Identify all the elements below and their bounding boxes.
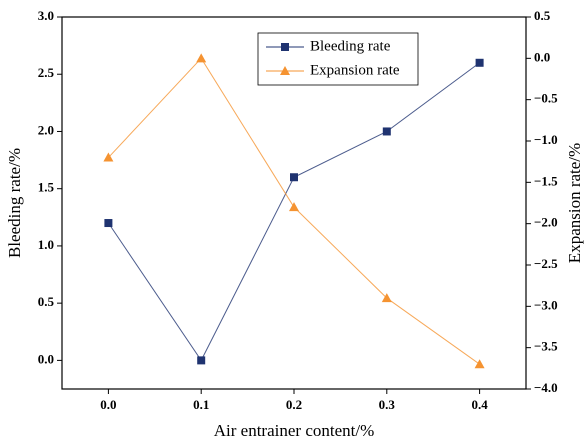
marker	[197, 356, 206, 365]
y2-tick-label: −1.5	[534, 173, 558, 188]
x-tick-label: 0.4	[471, 397, 488, 412]
marker	[289, 202, 299, 212]
y2-tick-label: −3.0	[534, 297, 558, 312]
y-tick-label: 0.0	[38, 351, 54, 366]
y-tick-label: 2.0	[38, 122, 54, 137]
marker	[381, 293, 392, 303]
x-axis-title: Air entrainer content/%	[214, 421, 375, 440]
legend-box	[257, 32, 419, 86]
y2-tick-label: −4.0	[534, 380, 558, 395]
marker	[474, 359, 485, 369]
series-line	[107, 62, 480, 362]
y-tick-label: 0.5	[38, 294, 55, 309]
legend-label: Expansion rate	[310, 62, 400, 78]
marker	[475, 58, 484, 67]
y-tick-label: 1.0	[38, 237, 54, 252]
x-tick-label: 0.0	[100, 397, 116, 412]
y2-tick-label: −1.0	[534, 132, 558, 147]
y2-tick-label: 0.5	[534, 8, 551, 23]
y-tick-label: 2.5	[38, 65, 55, 80]
y2-tick-label: −0.5	[534, 91, 558, 106]
y2-tick-label: −2.5	[534, 256, 558, 271]
legend-label: Bleeding rate	[310, 38, 391, 54]
y2-tick-label: −3.5	[534, 339, 558, 354]
marker	[103, 152, 114, 162]
x-tick-label: 0.2	[286, 397, 302, 412]
legend-marker	[281, 43, 289, 51]
y-tick-label: 3.0	[38, 8, 54, 23]
marker	[196, 53, 207, 63]
y-axis-title: Bleeding rate/%	[5, 148, 24, 258]
legend-marker	[280, 66, 290, 75]
y2-tick-label: 0.0	[534, 49, 550, 64]
marker	[290, 173, 298, 182]
y2-tick-label: −2.0	[534, 215, 558, 230]
y2-axis-title: Expansion rate/%	[565, 143, 584, 263]
x-tick-label: 0.1	[193, 397, 209, 412]
marker	[104, 219, 113, 228]
y-tick-label: 1.5	[38, 180, 55, 195]
marker	[382, 127, 391, 136]
x-tick-label: 0.3	[379, 397, 396, 412]
